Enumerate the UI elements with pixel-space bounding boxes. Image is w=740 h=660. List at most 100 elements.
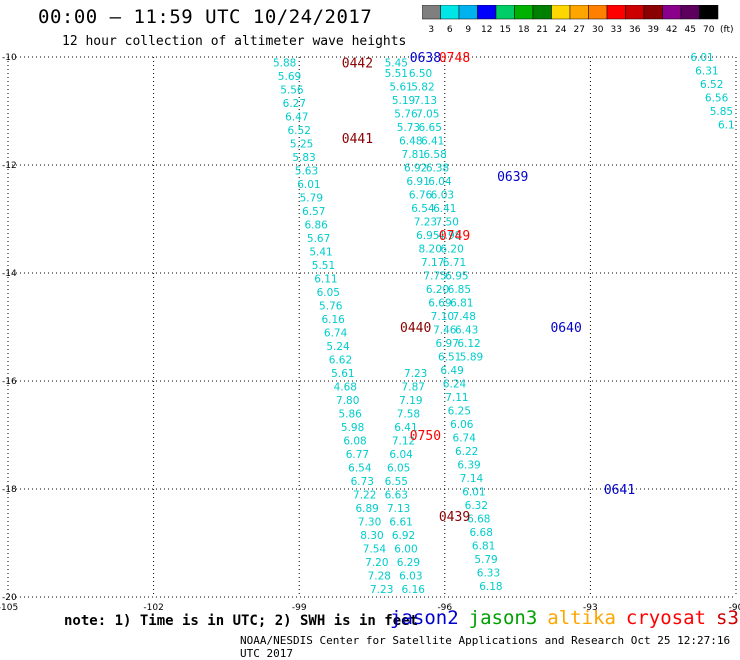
wave-height-point: 6.41	[421, 136, 444, 148]
x-tick-label: -99	[292, 603, 307, 613]
wave-height-point: 6.39	[457, 460, 480, 472]
wave-height-point: 6.22	[455, 446, 478, 458]
wave-height-point: 5.82	[411, 82, 434, 94]
y-tick-label: -10	[2, 53, 17, 63]
colorbar-label: 15	[500, 25, 511, 35]
wave-height-point: 6.01	[462, 487, 485, 499]
wave-height-point: 6.91	[406, 176, 429, 188]
wave-height-point: 6.81	[450, 298, 473, 310]
colorbar-label: 18	[518, 25, 530, 35]
wave-height-point: 7.22	[353, 489, 376, 501]
wave-height-point: 5.88	[273, 57, 296, 69]
wave-height-point: 7.12	[392, 435, 415, 447]
wave-height-point: 7.46	[433, 325, 457, 337]
wave-height-point: 8.20	[419, 244, 442, 256]
wave-height-point: 6.05	[317, 287, 340, 299]
wave-height-colorbar: 3 6 9 12 15 18 21 24 27 30 33 36 39 42 45 70 (ft)	[422, 5, 734, 35]
colorbar-label: 42	[666, 25, 677, 35]
wave-height-point: 6.68	[470, 527, 493, 539]
legend-jason2: jason2	[390, 607, 459, 629]
wave-height-point: 5.67	[307, 233, 330, 245]
wave-height-point: 6.62	[329, 354, 352, 366]
wave-height-point: 5.63	[295, 165, 318, 177]
chart-title: 00:00 – 11:59 UTC 10/24/2017	[38, 6, 373, 28]
wave-height-point: 6.95	[416, 230, 439, 242]
pass-time-label: 0439	[439, 510, 470, 525]
y-tick-label: -14	[2, 269, 17, 279]
wave-height-point: 6.24	[443, 379, 467, 391]
y-tick-label: -12	[2, 161, 17, 171]
wave-height-point: 6.89	[355, 503, 378, 515]
wave-height-point: 5.98	[341, 422, 364, 434]
wave-height-point: 6.54	[411, 203, 435, 215]
wave-height-point: 6.31	[695, 66, 718, 78]
wave-height-point: 6.86	[304, 219, 328, 231]
wave-height-point: 6.12	[457, 338, 480, 350]
wave-height-point: 5.41	[309, 246, 332, 258]
legend-altika: altika	[547, 607, 616, 629]
wave-height-point: 6.76	[409, 190, 433, 202]
y-tick-label: -18	[2, 485, 17, 495]
satellite-legend: jason2 jason3 altika cryosat s3a	[390, 607, 740, 629]
wave-height-point: 6.47	[285, 111, 308, 123]
wave-height-point: 5.19	[392, 95, 415, 107]
wave-height-point: 5.69	[278, 71, 301, 83]
wave-height-point: 7.10	[431, 311, 454, 323]
colorbar-unit: (ft)	[720, 25, 734, 35]
wave-height-point: 6.52	[288, 125, 311, 137]
colorbar-label: 70	[703, 25, 715, 35]
y-tick-label: -16	[2, 377, 17, 387]
colorbar-label: 39	[648, 25, 660, 35]
wave-height-point: 6.29	[397, 557, 420, 569]
note-text: note: 1) Time is in UTC; 2) SWH is in fe…	[64, 613, 419, 629]
wave-height-point: 7.50	[436, 217, 459, 229]
wave-height-point: 7.20	[365, 557, 388, 569]
wave-height-point: 7.87	[402, 381, 425, 393]
pass-time-label: 0638	[410, 51, 441, 66]
colorbar-label: 45	[685, 25, 696, 35]
wave-height-point: 6.41	[433, 203, 456, 215]
wave-height-point: 7.23	[414, 217, 437, 229]
pass-time-label: 0640	[550, 321, 581, 336]
x-tick-label: -105	[0, 603, 18, 613]
wave-height-point: 6.20	[426, 284, 449, 296]
wave-height-point: 7.13	[387, 503, 410, 515]
wave-height-point: 6.04	[428, 176, 452, 188]
wave-height-point: 6.05	[387, 462, 410, 474]
wave-height-point: 6.54	[348, 462, 372, 474]
wave-height-point: 6.03	[399, 570, 422, 582]
x-tick-label: -93	[583, 603, 598, 613]
wave-height-point: 5.61	[331, 368, 354, 380]
wave-height-point: 6.16	[321, 314, 345, 326]
wave-height-point: 6.06	[450, 419, 474, 431]
wave-height-point: 6.68	[467, 514, 490, 526]
wave-height-point: 6.38	[426, 163, 449, 175]
wave-height-point: 7.23	[404, 368, 427, 380]
colorbar-label: 24	[555, 25, 567, 35]
pass-time-label: 0442	[342, 56, 373, 71]
wave-height-point: 6.77	[346, 449, 369, 461]
x-tick-label: -96	[437, 603, 452, 613]
wave-height-point: 6.85	[448, 284, 471, 296]
wave-height-point: 5.51	[312, 260, 335, 272]
wave-height-point: 7.23	[370, 584, 393, 596]
wave-height-point: 5.24	[326, 341, 350, 353]
chart-subtitle: 12 hour collection of altimeter wave hei…	[62, 34, 407, 49]
wave-height-point: 6.69	[428, 298, 451, 310]
wave-height-point: 7.75	[423, 271, 446, 283]
legend-s3a: s3a	[716, 607, 740, 629]
wave-height-point: 6.18	[479, 581, 502, 593]
wave-height-point: 7.28	[368, 570, 391, 582]
wave-height-point: 7.13	[414, 95, 437, 107]
wave-height-point: 5.51	[385, 68, 408, 80]
colorbar-swatch	[699, 5, 719, 20]
wave-height-point: 6.11	[314, 273, 337, 285]
wave-height-point: 6.25	[448, 406, 471, 418]
wave-height-point: 6.65	[419, 122, 442, 134]
colorbar-label: 27	[574, 25, 585, 35]
colorbar-label: 12	[481, 25, 492, 35]
wave-height-point: 6.73	[351, 476, 374, 488]
wave-height-point: 7.80	[336, 395, 359, 407]
wave-height-point: 6.92	[404, 163, 427, 175]
